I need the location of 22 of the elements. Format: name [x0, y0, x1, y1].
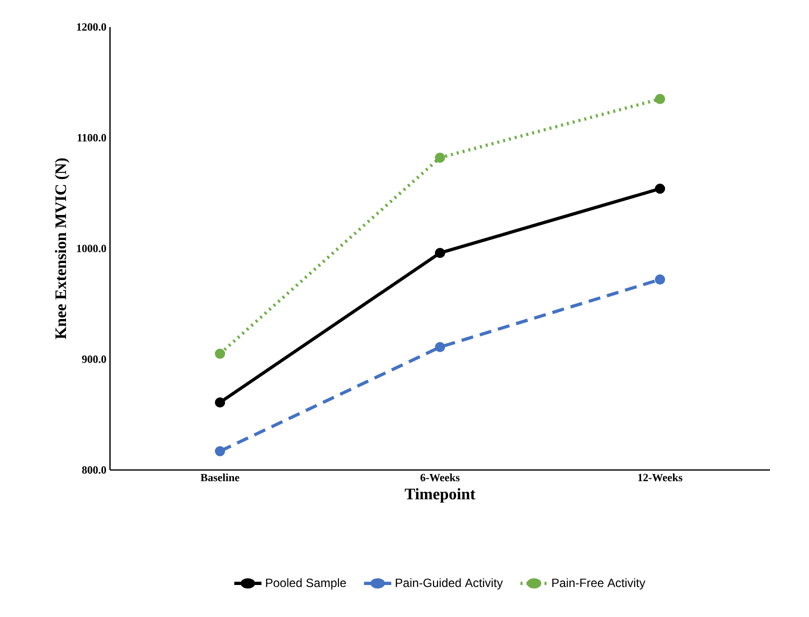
point — [654, 94, 666, 104]
legend-label: Pooled Sample — [266, 578, 346, 590]
x-axis-title: Timepoint — [404, 488, 476, 503]
x-tick-label: Baseline — [200, 474, 240, 482]
y-tick-label: 1200.0 — [77, 23, 106, 31]
legend-label: Pain-Guided Activity — [396, 578, 503, 590]
point — [434, 248, 446, 258]
point — [654, 184, 666, 194]
legend-label: Pain-Free Activity — [552, 578, 646, 590]
y-tick-label: 1100.0 — [78, 134, 106, 142]
y-axis-title: Knee Extension MVIC (N) — [54, 158, 70, 340]
y-tick-label: 800.0 — [82, 466, 106, 474]
point — [434, 152, 446, 163]
x-tick-label: 6-Weeks — [420, 474, 460, 482]
point — [214, 348, 226, 359]
point — [214, 446, 226, 456]
y-tick-label: 1000.0 — [77, 244, 106, 252]
point — [214, 397, 226, 408]
point — [434, 342, 446, 352]
point — [654, 274, 666, 285]
x-tick-label: 12-Weeks — [638, 474, 682, 482]
y-tick-label: 900.0 — [82, 356, 106, 363]
